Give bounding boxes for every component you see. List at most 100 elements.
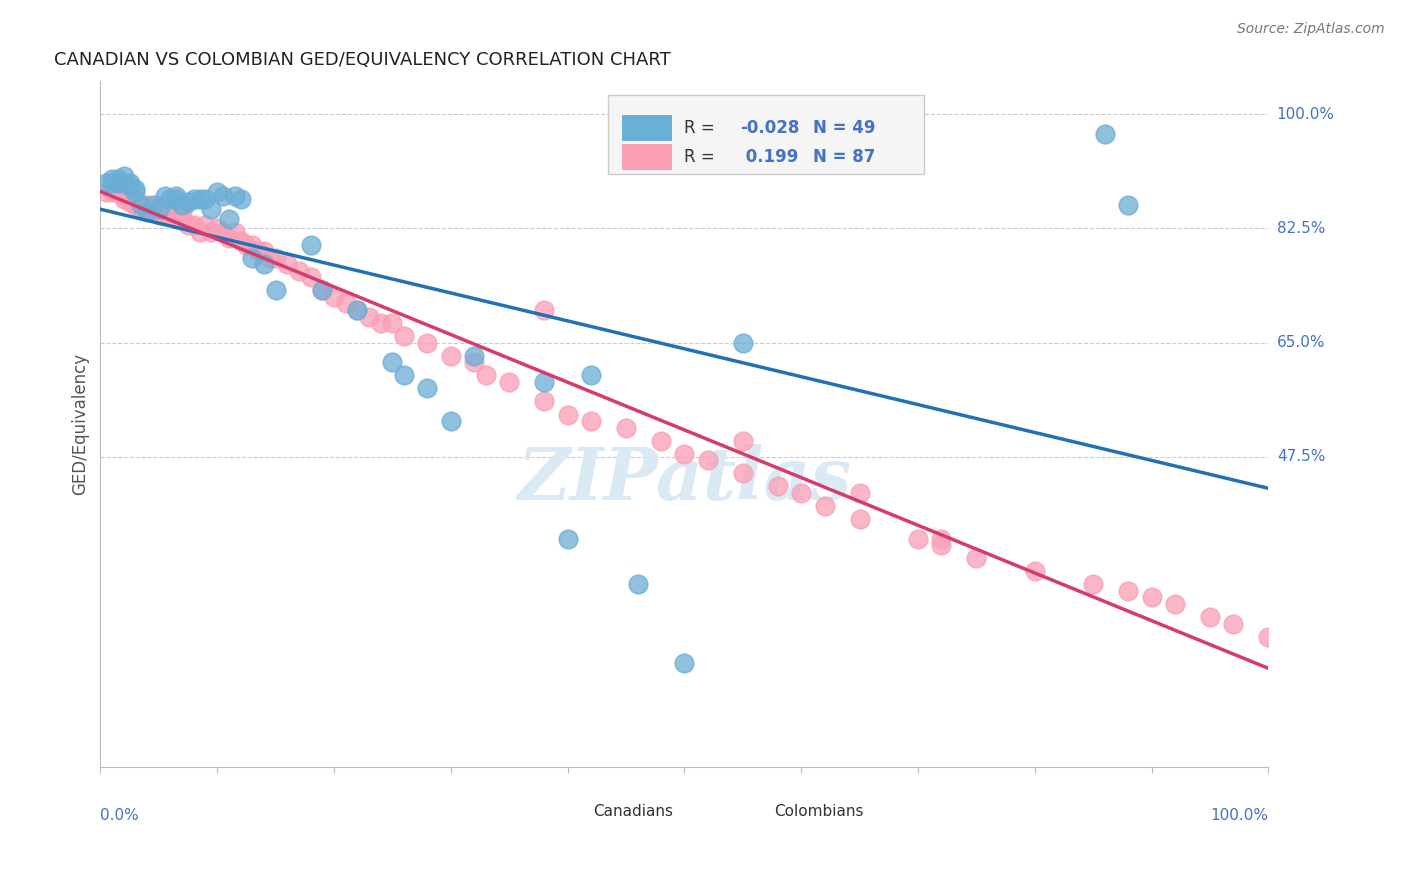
Point: [136, 202, 159, 216]
Point: [148, 208, 170, 222]
Point: [112, 169, 135, 183]
Point: [142, 198, 165, 212]
Text: Colombians: Colombians: [775, 805, 863, 820]
Point: [159, 202, 181, 216]
Point: [165, 208, 187, 222]
Point: [1116, 198, 1139, 212]
Point: [247, 244, 270, 259]
Point: [1140, 591, 1163, 605]
Point: [965, 551, 987, 566]
Point: [118, 178, 141, 193]
Point: [136, 198, 159, 212]
Text: 0.199: 0.199: [741, 148, 799, 166]
Point: [124, 195, 146, 210]
Point: [931, 538, 953, 552]
Point: [172, 205, 194, 219]
Point: [148, 198, 170, 212]
Point: [177, 218, 200, 232]
Point: [107, 178, 129, 193]
Point: [112, 176, 135, 190]
Point: [124, 186, 146, 200]
Point: [200, 202, 222, 216]
Point: [848, 486, 870, 500]
Point: [1257, 630, 1279, 644]
Point: [848, 512, 870, 526]
Point: [311, 284, 333, 298]
Point: [101, 172, 124, 186]
Point: [177, 195, 200, 210]
Point: [112, 188, 135, 202]
Point: [557, 408, 579, 422]
Point: [1116, 583, 1139, 598]
Point: [335, 296, 357, 310]
Text: 100.0%: 100.0%: [1211, 808, 1268, 823]
Point: [731, 434, 754, 448]
Text: N = 87: N = 87: [813, 148, 876, 166]
Point: [259, 251, 281, 265]
Point: [153, 205, 176, 219]
Point: [200, 225, 222, 239]
Point: [579, 414, 602, 428]
Point: [1222, 616, 1244, 631]
Point: [235, 237, 257, 252]
Point: [907, 532, 929, 546]
Point: [229, 235, 252, 249]
Point: [790, 486, 813, 500]
Point: [124, 182, 146, 196]
Text: 47.5%: 47.5%: [1277, 450, 1324, 465]
Point: [240, 251, 263, 265]
FancyBboxPatch shape: [623, 144, 672, 169]
Point: [142, 205, 165, 219]
Point: [533, 375, 555, 389]
Point: [165, 211, 187, 226]
Point: [299, 270, 322, 285]
Point: [614, 420, 637, 434]
Point: [118, 192, 141, 206]
Point: [533, 303, 555, 318]
Point: [264, 284, 287, 298]
Point: [813, 499, 835, 513]
Point: [229, 192, 252, 206]
Point: [299, 237, 322, 252]
Point: [153, 188, 176, 202]
Point: [96, 176, 118, 190]
Point: [129, 202, 152, 216]
Point: [346, 303, 368, 318]
Point: [533, 394, 555, 409]
Point: [416, 381, 439, 395]
Point: [96, 186, 118, 200]
Point: [165, 192, 187, 206]
Text: 0.0%: 0.0%: [100, 808, 139, 823]
Point: [381, 355, 404, 369]
Point: [212, 225, 235, 239]
Point: [1083, 577, 1105, 591]
Point: [381, 316, 404, 330]
Point: [323, 290, 346, 304]
Text: ZIPatlas: ZIPatlas: [517, 443, 852, 515]
FancyBboxPatch shape: [538, 801, 582, 822]
Point: [224, 225, 246, 239]
Text: N = 49: N = 49: [813, 119, 876, 137]
Point: [118, 188, 141, 202]
Point: [463, 349, 485, 363]
Point: [731, 335, 754, 350]
Point: [205, 186, 228, 200]
Point: [205, 221, 228, 235]
Text: 82.5%: 82.5%: [1277, 221, 1324, 235]
Point: [188, 225, 211, 239]
Point: [224, 188, 246, 202]
Point: [696, 453, 718, 467]
Point: [172, 211, 194, 226]
Point: [212, 188, 235, 202]
Point: [1199, 610, 1222, 624]
Point: [129, 198, 152, 212]
Point: [1164, 597, 1187, 611]
Point: [101, 182, 124, 196]
Point: [107, 176, 129, 190]
Point: [124, 198, 146, 212]
Point: [557, 532, 579, 546]
Point: [392, 329, 415, 343]
Point: [159, 192, 181, 206]
Point: [311, 284, 333, 298]
Point: [107, 176, 129, 190]
